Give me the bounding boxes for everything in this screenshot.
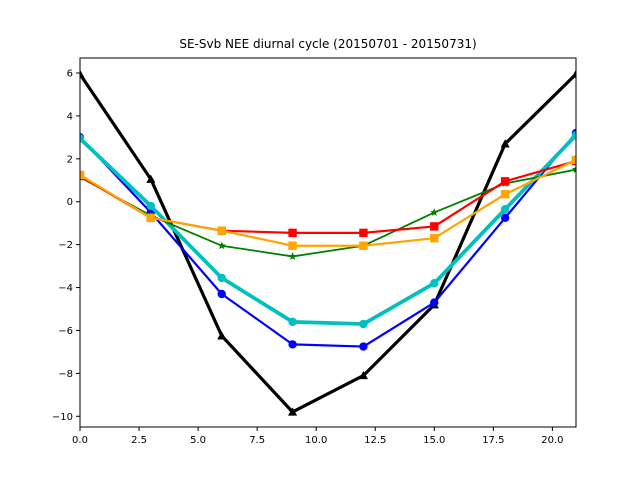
data-point	[80, 134, 85, 143]
series-5	[80, 155, 576, 250]
data-point	[500, 190, 510, 199]
x-tick-label: 12.5	[364, 435, 386, 446]
y-tick-label: −8	[58, 369, 73, 380]
series-0	[80, 69, 576, 416]
x-tick-label: 10.0	[305, 435, 327, 446]
data-point	[217, 226, 226, 235]
x-tick-label: 0.0	[72, 435, 88, 446]
data-point	[571, 131, 576, 140]
data-point	[217, 273, 226, 283]
data-point	[288, 340, 297, 349]
chart-title: SE-Svb NEE diurnal cycle (20150701 - 201…	[179, 37, 476, 51]
data-point	[80, 69, 85, 78]
data-point	[288, 407, 298, 416]
y-tick-label: 0	[67, 197, 73, 208]
plot-frame	[79, 57, 577, 428]
data-point	[288, 228, 297, 238]
y-tick-label: −6	[58, 326, 73, 337]
data-point	[430, 234, 439, 243]
data-point	[572, 165, 576, 173]
data-point	[500, 213, 510, 223]
data-point	[288, 317, 297, 327]
data-point	[500, 177, 510, 186]
data-point	[80, 170, 85, 180]
data-point	[430, 208, 439, 216]
plot-area	[80, 69, 576, 416]
series-1	[80, 128, 576, 351]
data-point	[430, 279, 439, 288]
data-point	[146, 174, 156, 183]
series-2	[80, 131, 576, 329]
x-tick-label: 7.5	[249, 435, 265, 446]
data-point	[146, 201, 156, 211]
x-tick-label: 2.5	[131, 435, 147, 446]
data-point	[359, 241, 368, 250]
y-tick-label: −4	[58, 283, 73, 294]
axes: 0.0 2.5 5.0 7.5 10.0 12.5 15.0 17.5 20.0 −10 −8 −6 −…	[52, 57, 577, 446]
series-line-1	[80, 131, 576, 348]
data-point	[146, 213, 156, 223]
y-tick-label: −10	[52, 412, 73, 423]
y-tick-label: −2	[58, 240, 73, 251]
data-point	[500, 205, 510, 214]
data-point	[359, 228, 368, 238]
x-tick-label: 15.0	[423, 435, 445, 446]
data-point	[571, 155, 576, 165]
series-line-0	[80, 71, 576, 414]
data-point	[571, 69, 576, 78]
x-tick-label: 5.0	[190, 435, 206, 446]
y-tick-label: 2	[67, 154, 73, 165]
x-tick-label: 20.0	[541, 435, 563, 446]
series-line-2	[80, 132, 576, 326]
data-point	[430, 298, 439, 307]
data-point	[288, 252, 297, 260]
x-tick-label: 17.5	[482, 435, 504, 446]
y-tick-label: 6	[67, 69, 73, 80]
data-point	[430, 222, 439, 231]
series-line-5	[80, 158, 576, 247]
data-point	[358, 370, 368, 380]
data-point	[288, 241, 297, 250]
data-point	[500, 139, 510, 148]
data-point	[359, 342, 368, 351]
data-point	[359, 319, 368, 329]
data-point	[217, 241, 226, 250]
y-tick-label: 4	[67, 111, 73, 122]
data-point	[217, 289, 226, 299]
data-point	[217, 331, 227, 340]
